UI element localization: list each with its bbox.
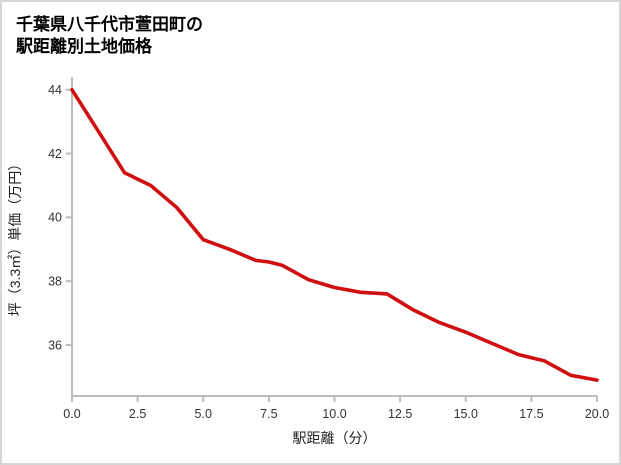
y-tick-label: 42 (48, 147, 62, 161)
y-tick-label: 44 (48, 83, 62, 97)
x-tick-label: 15.0 (454, 407, 478, 421)
line-chart: 36 38 40 42 44 0.0 2.5 5.0 7.5 10.0 12.5 15.0 17.5 20… (7, 76, 609, 446)
x-tick-label: 2.5 (129, 407, 146, 421)
chart-title-line-2: 駅距離別土地価格 (16, 37, 152, 57)
x-tick-label: 20.0 (585, 407, 609, 421)
x-tick-label: 0.0 (63, 407, 80, 421)
x-tick-label: 7.5 (260, 407, 277, 421)
y-tick-label: 38 (48, 274, 62, 288)
x-tick-label: 10.0 (322, 407, 346, 421)
x-axis-label: 駅距離（分） (293, 430, 377, 446)
y-axis-label: 坪（3.3㎡）単価（万円） (7, 157, 23, 316)
x-tick-label: 5.0 (195, 407, 212, 421)
price-line (70, 87, 599, 382)
chart-title-line-1: 千葉県八千代市萱田町の (16, 15, 203, 34)
x-tick-label: 17.5 (519, 407, 543, 421)
x-tick-label: 12.5 (388, 407, 412, 421)
y-tick-label: 40 (48, 211, 62, 225)
y-tick-label: 36 (48, 338, 62, 352)
chart-title: 千葉県八千代市萱田町の 駅距離別土地価格 (2, 2, 619, 61)
